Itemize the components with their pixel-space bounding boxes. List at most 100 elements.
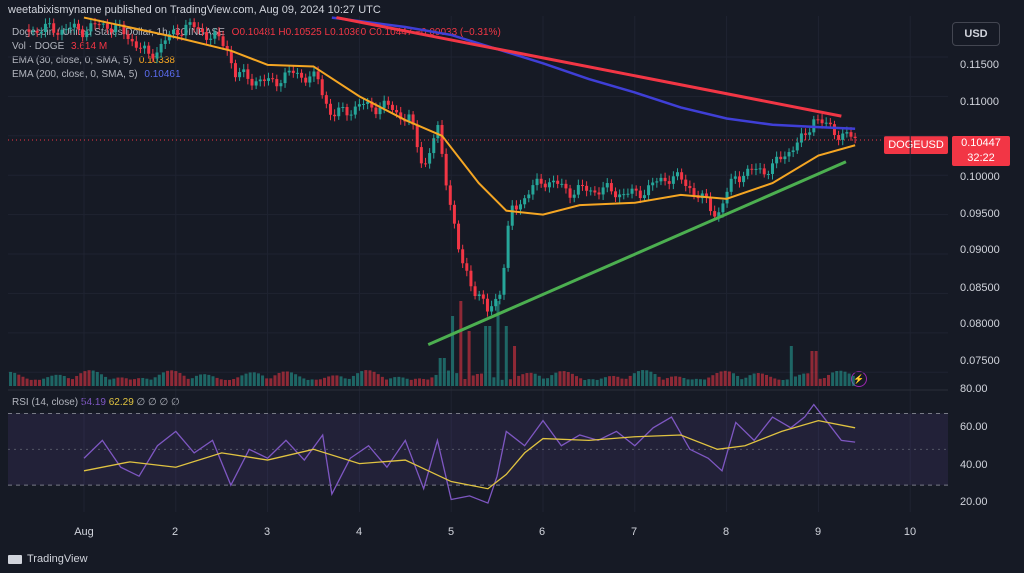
volume-bar (256, 373, 260, 386)
volume-bar (323, 377, 327, 386)
rsi-pane (8, 403, 948, 504)
volume-bar (603, 377, 607, 386)
tradingview-logo: TradingView (8, 553, 88, 565)
volume-bar (670, 376, 674, 386)
volume-bar (364, 370, 368, 386)
rsi-value: 54.19 (80, 397, 106, 408)
volume-bar (731, 373, 735, 386)
candle-body (783, 156, 787, 160)
volume-bar (608, 376, 612, 386)
candle-body (122, 24, 126, 35)
volume-bar (484, 326, 488, 386)
candle-body (399, 112, 403, 120)
candle-body (362, 103, 366, 105)
volume-bar (331, 375, 335, 386)
ema200-line (331, 16, 856, 130)
candle-body (254, 81, 258, 86)
volume-bar (810, 351, 814, 386)
candle-body (386, 100, 390, 105)
candle-body (791, 150, 795, 153)
candle-body (725, 191, 729, 204)
candle-body (395, 109, 399, 113)
ema30-label: EMA (30, close, 0, SMA, 5) (12, 55, 133, 66)
candle-body (754, 168, 758, 170)
volume-label: Vol · DOGE (12, 41, 65, 52)
alert-bolt-icon[interactable]: ⚡ (851, 371, 867, 387)
volume-bar (546, 378, 550, 386)
candle-body (85, 31, 89, 38)
candle-body (688, 185, 692, 189)
volume-bar (265, 378, 269, 386)
volume-bar (475, 373, 479, 386)
rsi-tick: 40.00 (960, 459, 988, 471)
volume-bar (368, 370, 372, 386)
candle-body (457, 223, 461, 250)
volume-bar (665, 378, 669, 386)
ema30-line (83, 16, 856, 216)
candle-body (709, 197, 713, 212)
candle-body (547, 182, 551, 188)
volume-bar (847, 373, 851, 386)
candle-body (746, 168, 750, 176)
candle-body (580, 185, 584, 187)
candle-body (671, 176, 675, 184)
volume-bar (781, 379, 785, 386)
volume-bar (814, 351, 818, 386)
volume-bar (517, 375, 521, 386)
candle-body (461, 249, 465, 264)
volume-bar (79, 373, 83, 386)
volume-bar (71, 379, 75, 386)
candle-body (304, 77, 308, 83)
indicator-lines (8, 16, 948, 347)
volume-bar (579, 378, 583, 386)
candle-body (312, 71, 316, 77)
candle-body (750, 168, 754, 170)
rsi-ma-line (83, 419, 856, 490)
volume-bar (488, 326, 492, 386)
volume-bar (533, 373, 537, 386)
volume-bar (789, 346, 793, 386)
candle-body (407, 114, 411, 122)
volume-bar (595, 379, 599, 386)
volume-bar (562, 371, 566, 386)
volume-bar (777, 379, 781, 386)
candle-body (733, 176, 737, 179)
candle-body (27, 29, 31, 32)
price-tick: 0.11500 (960, 59, 999, 71)
volume-bar (194, 375, 198, 386)
candle-body (519, 204, 523, 210)
currency-selector[interactable]: USD (952, 22, 1000, 46)
volume-bar (612, 375, 616, 386)
candle-body (382, 100, 386, 108)
volume-bar (327, 376, 331, 386)
candle-body (799, 133, 803, 143)
volume-bar (343, 378, 347, 386)
candle-body (775, 156, 779, 164)
candle-body (853, 136, 857, 138)
volume-bar (58, 374, 62, 386)
candle-body (717, 212, 721, 217)
candle-body (589, 190, 593, 192)
volume-bar (451, 316, 455, 386)
candle-body (357, 104, 361, 107)
volume-bar (446, 370, 450, 386)
volume-bar (703, 379, 707, 386)
volume-bar (727, 371, 731, 386)
volume-bar (306, 379, 310, 386)
candle-body (250, 78, 254, 86)
candle-body (436, 125, 440, 139)
candle-body (572, 194, 576, 198)
volume-bar (356, 373, 360, 386)
candle-body (498, 294, 502, 299)
candle-body (101, 23, 105, 25)
volume-bar (199, 374, 203, 386)
candle-body (527, 194, 531, 199)
candle-body (159, 43, 163, 53)
candle-body (655, 181, 659, 183)
volume-bar (244, 373, 248, 386)
candle-body (31, 30, 35, 32)
candle-body (828, 122, 832, 125)
candle-body (721, 203, 725, 213)
volume-bar (496, 301, 500, 386)
